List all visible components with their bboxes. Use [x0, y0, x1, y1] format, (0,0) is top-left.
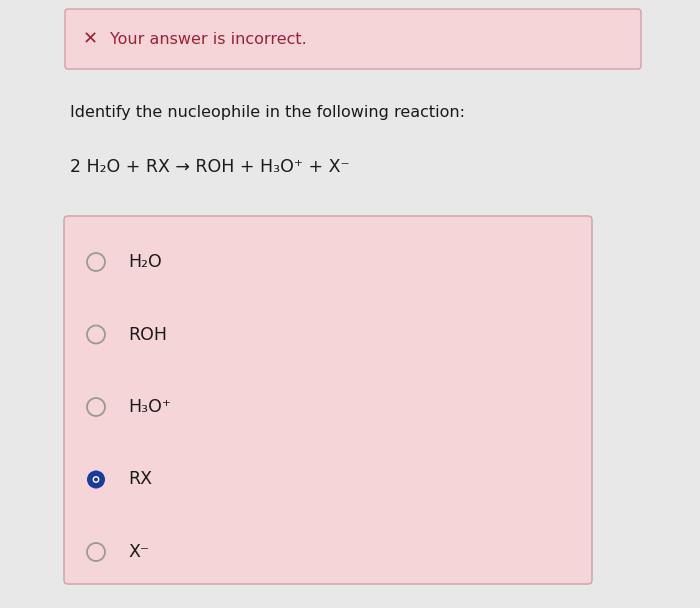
Text: ✕: ✕	[83, 30, 97, 48]
Text: RX: RX	[128, 471, 152, 488]
Circle shape	[92, 476, 99, 483]
Text: ROH: ROH	[128, 325, 167, 344]
Text: Your answer is incorrect.: Your answer is incorrect.	[110, 32, 307, 46]
Circle shape	[87, 325, 105, 344]
Circle shape	[87, 471, 105, 488]
FancyBboxPatch shape	[65, 9, 641, 69]
Circle shape	[87, 253, 105, 271]
Circle shape	[87, 543, 105, 561]
Circle shape	[94, 477, 98, 482]
Circle shape	[87, 398, 105, 416]
Text: 2 H₂O + RX → ROH + H₃O⁺ + X⁻: 2 H₂O + RX → ROH + H₃O⁺ + X⁻	[70, 158, 349, 176]
Text: H₂O: H₂O	[128, 253, 162, 271]
Text: X⁻: X⁻	[128, 543, 149, 561]
Text: H₃O⁺: H₃O⁺	[128, 398, 171, 416]
Text: Identify the nucleophile in the following reaction:: Identify the nucleophile in the followin…	[70, 105, 465, 120]
FancyBboxPatch shape	[64, 216, 592, 584]
